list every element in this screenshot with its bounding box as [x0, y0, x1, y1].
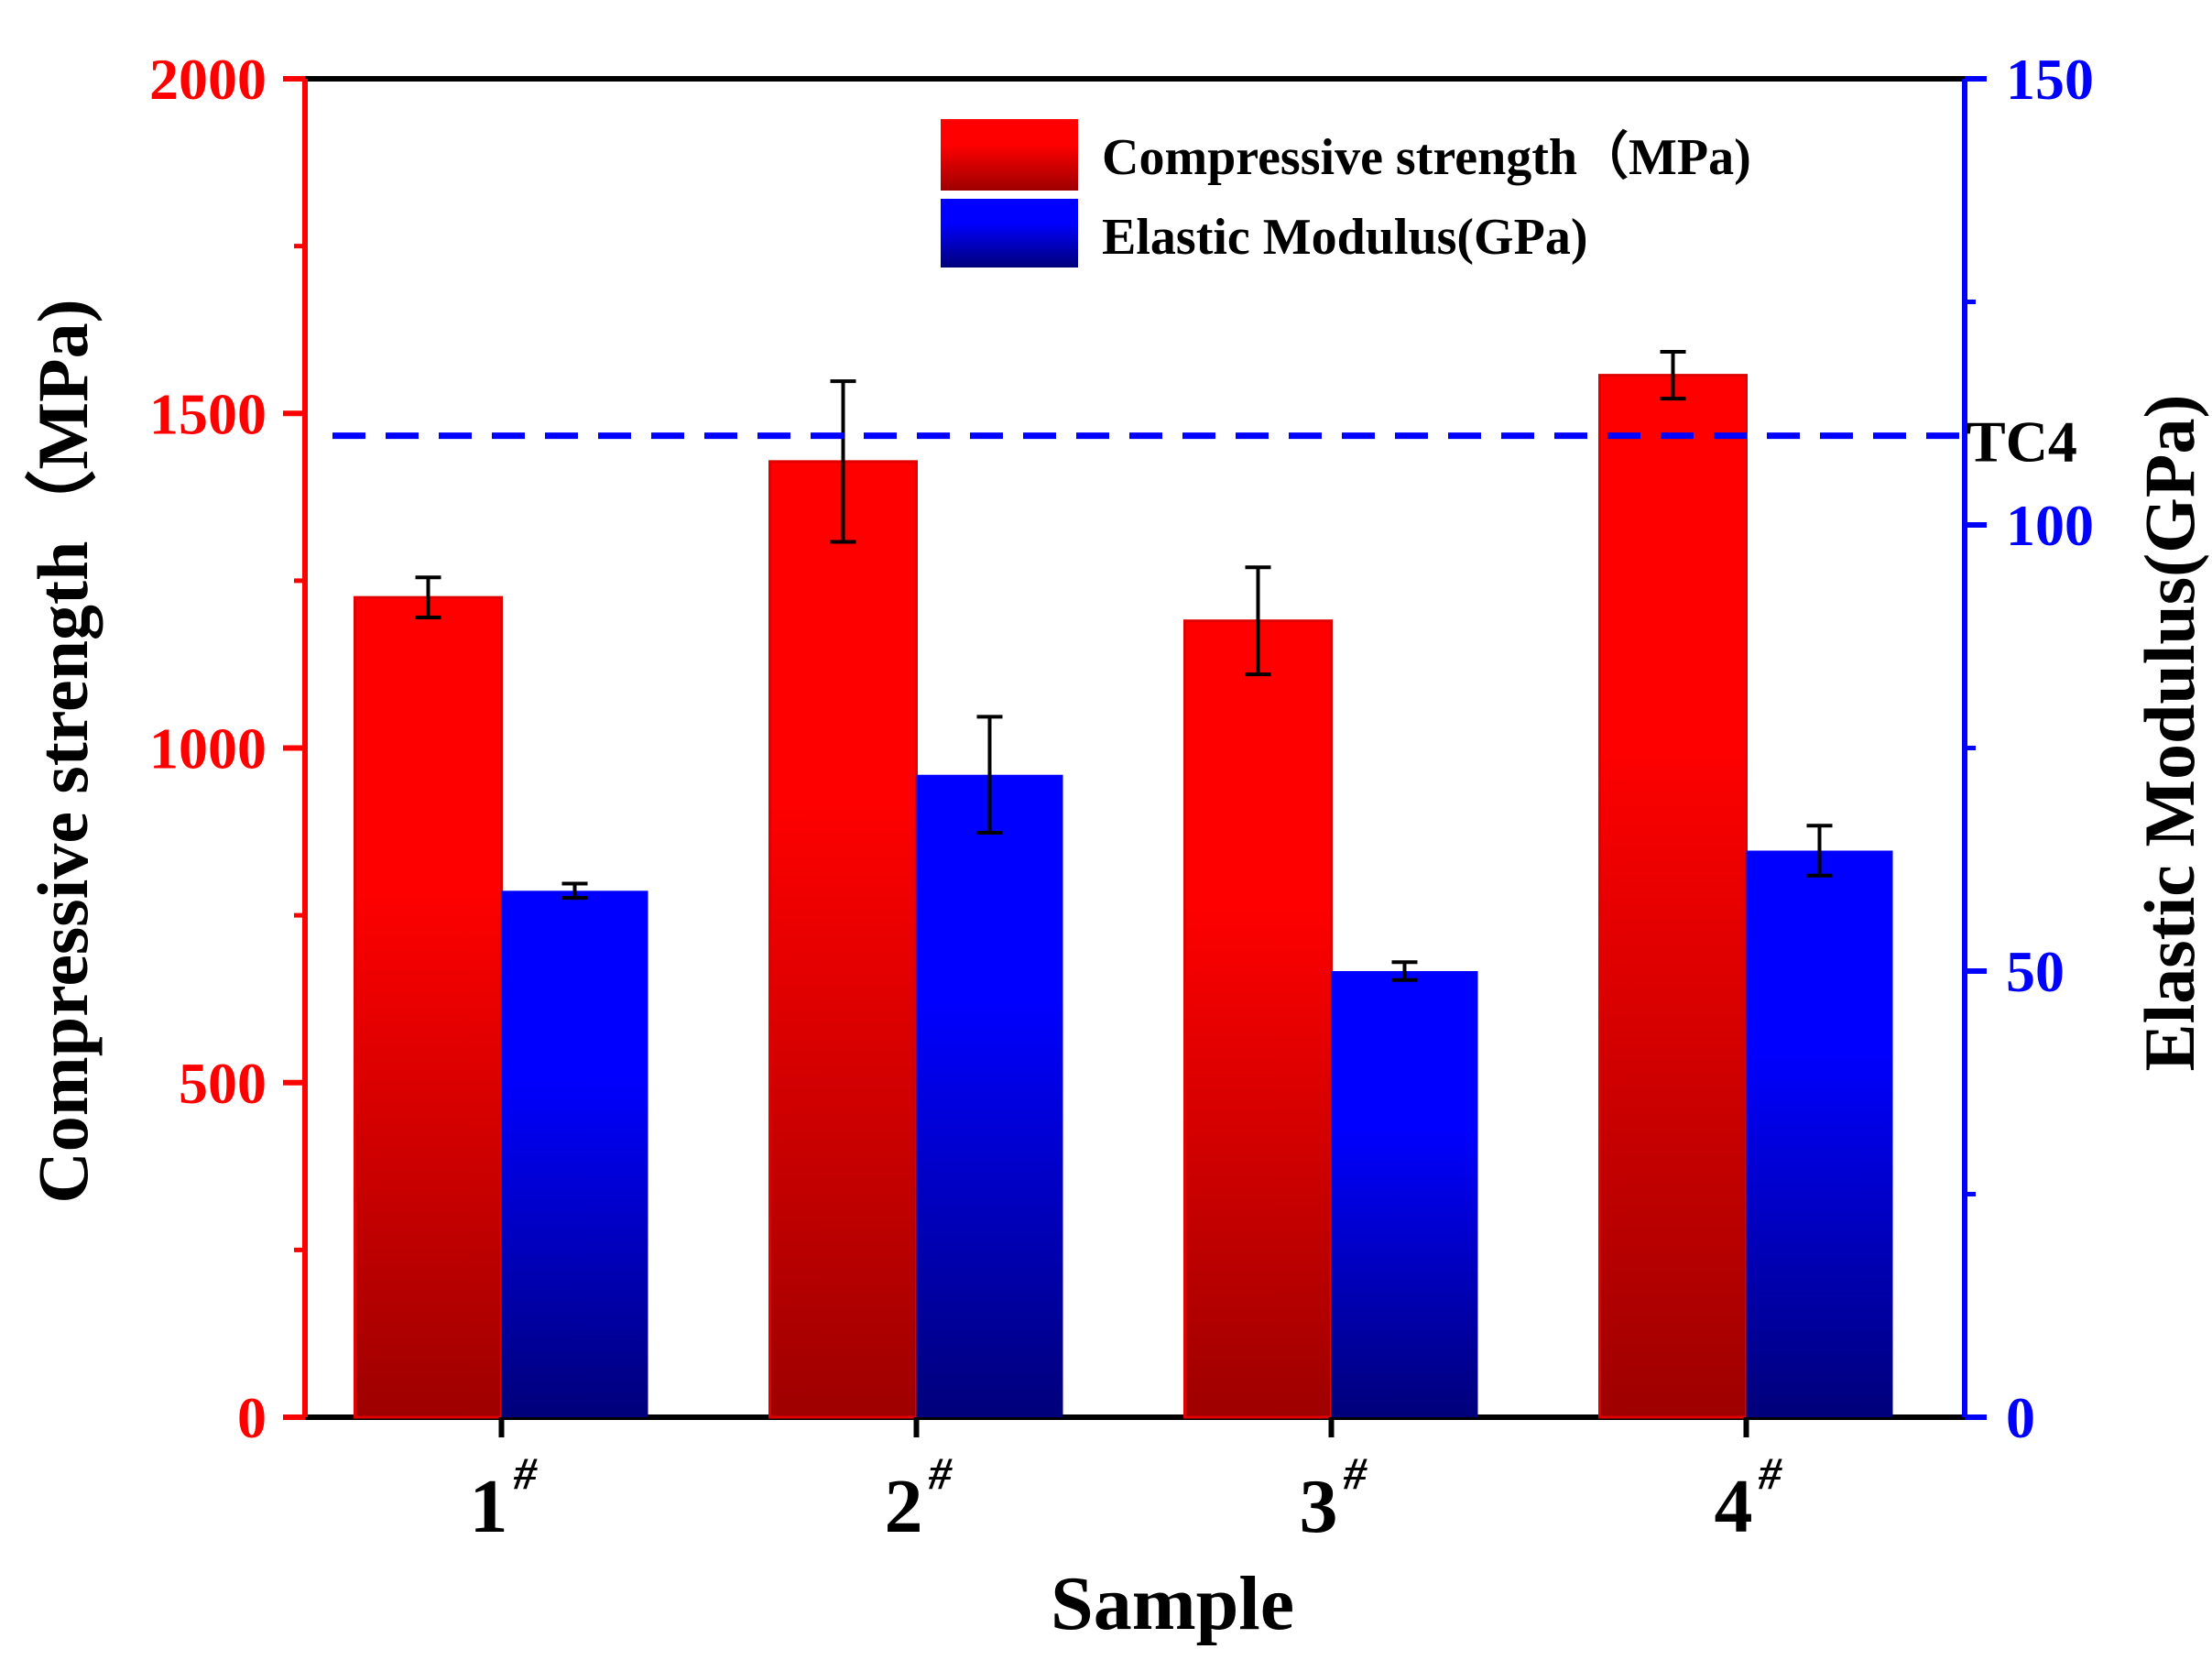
bar-compressive-strength: [768, 460, 918, 1419]
reference-line-label: TC4: [1967, 410, 2077, 475]
x-axis-ticks: 1 #2 #3 #4 #: [470, 1417, 1782, 1549]
bar-elastic-modulus: [1331, 971, 1478, 1417]
errorbar-compressive-strength: [1245, 565, 1271, 677]
x-tick-label: 2: [885, 1464, 923, 1549]
right-axis-title: Elastic Modulus(GPa): [2130, 395, 2209, 1072]
x-tick-label: 1: [470, 1464, 508, 1549]
errorbar-elastic-modulus: [1391, 960, 1418, 982]
errorbar-elastic-modulus: [1806, 824, 1833, 878]
legend-swatch-elastic-modulus: [941, 199, 1078, 268]
right-axis-tick-label: 50: [2006, 939, 2065, 1004]
legend-label-compressive-strength: Compressive strength（MPa): [1102, 128, 1751, 186]
x-tick-label-superscript: #: [513, 1447, 538, 1499]
errorbar-elastic-modulus: [976, 715, 1003, 835]
left-axis-tick-label: 2000: [149, 47, 267, 112]
left-axis-tick-label: 0: [237, 1385, 267, 1450]
bar-elastic-modulus: [1746, 850, 1893, 1417]
legend-label-elastic-modulus: Elastic Modulus(GPa): [1102, 209, 1587, 266]
reference-line-layer: TC4: [332, 410, 2077, 475]
errorbar-compressive-strength: [415, 575, 441, 620]
right-axis-tick-label: 100: [2006, 493, 2094, 558]
bar-compressive-strength: [1183, 619, 1333, 1419]
left-axis-tick-label: 500: [179, 1051, 267, 1116]
errorbars-layer: [415, 350, 1833, 982]
x-axis-title: Sample: [1051, 1561, 1294, 1646]
right-axis-tick-label: 150: [2006, 47, 2094, 112]
bar-elastic-modulus: [501, 890, 648, 1417]
bar-compressive-strength: [1598, 374, 1748, 1419]
x-tick-label: 3: [1300, 1464, 1338, 1549]
left-axis-title: Compressive strength（MPa): [23, 299, 103, 1203]
legend-swatch-compressive-strength: [941, 119, 1078, 191]
right-axis-tick-label: 0: [2006, 1385, 2035, 1450]
bars-layer: [354, 374, 1893, 1419]
x-tick-label-superscript: #: [1343, 1447, 1368, 1499]
errorbar-compressive-strength: [1660, 350, 1686, 401]
x-tick-label-superscript: #: [928, 1447, 953, 1499]
bar-elastic-modulus: [916, 774, 1063, 1417]
x-tick-label-superscript: #: [1758, 1447, 1782, 1499]
x-tick-label: 4: [1715, 1464, 1753, 1549]
errorbar-elastic-modulus: [561, 881, 588, 901]
left-axis-ticks: 0 500 1000 1500 2000: [149, 47, 305, 1450]
bar-compressive-strength: [354, 595, 503, 1419]
legend: Compressive strength（MPa) Elastic Modulu…: [941, 119, 1751, 268]
left-axis-tick-label: 1500: [149, 381, 267, 446]
right-axis-ticks: 0 50 100 150: [1965, 47, 2094, 1450]
errorbar-compressive-strength: [830, 379, 856, 544]
left-axis-tick-label: 1000: [149, 716, 267, 781]
